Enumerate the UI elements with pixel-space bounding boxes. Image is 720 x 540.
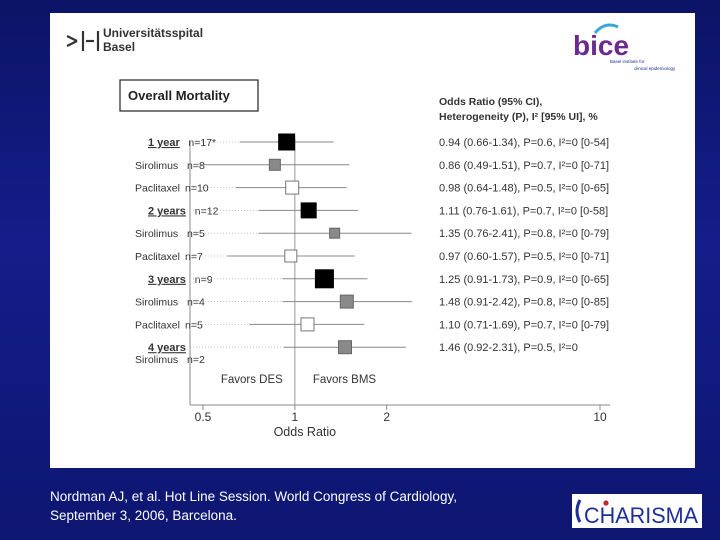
study-count: n=5 [187,228,205,240]
forest-plot: Universitätsspital Basel bice Basel inst… [66,23,676,439]
x-tick-label: 10 [593,410,607,424]
study-count: n=7 [185,251,203,263]
subgroup-label: Paclitaxel [135,183,180,195]
forest-row: Paclitaxel n=5 1.10 (0.71-1.69), P=0.7, I²… [135,317,609,332]
subgroup-label: Paclitaxel [135,251,180,263]
row-stats-text: 0.97 (0.60-1.57), P=0.5, I²=0 [0-71] [439,251,609,263]
row-stats-text: 1.10 (0.71-1.69), P=0.7, I²=0 [0-79] [439,319,609,331]
hospital-logo: Universitätsspital Basel [66,26,203,54]
group-label: 3 years [148,274,186,286]
charisma-wordmark: CHARISMA [584,503,698,528]
rows-layer: 1 year n=17* 0.94 (0.66-1.34), P=0.6, I²=0… [135,133,609,366]
charisma-logo: CHARISMA [572,494,702,528]
bice-swoosh-icon [593,23,619,35]
forest-row: Sirolimus n=8 0.86 (0.49-1.51), P=0.7, I²=… [135,158,609,172]
forest-row: 1 year n=17* 0.94 (0.66-1.34), P=0.6, I²=0… [148,133,609,151]
point-estimate-marker [300,202,317,219]
study-count: n=8 [187,160,205,172]
bice-tagline-2: clinical epidemiology [634,66,676,71]
subgroup-label: Sirolimus [135,297,178,309]
stats-header-line1: Odds Ratio (95% CI), [439,96,542,108]
point-estimate-marker [284,249,298,263]
charisma-dot-icon [603,500,609,506]
row-stats-text: 0.94 (0.66-1.34), P=0.6, I²=0 [0-54] [439,137,609,149]
group-label: 2 years [148,205,186,217]
forest-row: Sirolimus n=5 1.35 (0.76-2.41), P=0.8, I²=… [135,227,609,240]
forest-row: 3 years n=9 1.25 (0.91-1.73), P=0.9, I²=0 … [148,269,609,289]
point-estimate-marker [338,340,353,355]
citation-footer: Nordman AJ, et al. Hot Line Session. Wor… [50,487,560,525]
hospital-name-line2: Basel [103,40,135,54]
bice-wordmark: bice [573,30,629,61]
row-stats-text: 0.86 (0.49-1.51), P=0.7, I²=0 [0-71] [439,160,609,172]
group-label: 4 years [148,342,186,354]
point-estimate-marker [314,269,334,289]
favors-bms-label: Favors BMS [313,374,377,386]
study-count: n=12 [195,205,219,217]
citation-line-2: September 3, 2006, Barcelona. [50,508,237,523]
forest-row: 2 years n=12 1.11 (0.76-1.61), P=0.7, I²=0… [148,202,608,219]
hospital-emblem-icon [66,31,100,51]
point-estimate-marker [278,133,296,151]
hospital-name-line1: Universitätsspital [103,26,203,40]
study-count: n=4 [187,297,205,309]
point-estimate-marker [339,294,354,309]
stats-header-line2: Heterogeneity (P), I² [95% UI], % [439,111,598,123]
x-tick-label: 2 [383,410,390,424]
axis-layer: 0.5 1 2 10 Odds Ratio Favors DES Favors BMS [189,138,610,439]
study-count: n=17* [188,137,216,149]
group-label: 1 year [148,137,181,149]
citation-line-1: Nordman AJ, et al. Hot Line Session. Wor… [50,489,457,504]
bice-tagline-1: Basel institute for [610,59,645,64]
forest-row: Paclitaxel n=7 0.97 (0.60-1.57), P=0.5, I²… [135,249,609,263]
slide-panel: Universitätsspital Basel bice Basel inst… [50,13,695,468]
favors-des-label: Favors DES [221,374,283,386]
row-stats-text: 1.46 (0.92-2.31), P=0.5, I²=0 [439,342,578,354]
study-count: n=9 [195,274,213,286]
study-count: n=2 [187,354,205,366]
point-estimate-marker [300,317,315,332]
row-stats-text: 1.25 (0.91-1.73), P=0.9, I²=0 [0-65] [439,274,609,286]
chart-title: Overall Mortality [128,88,231,103]
bice-logo: bice Basel institute for clinical epidem… [573,23,676,71]
point-estimate-marker [285,180,300,195]
forest-row: Paclitaxel n=10 0.98 (0.64-1.48), P=0.5, I… [135,180,609,195]
point-estimate-marker [329,227,341,239]
subgroup-label: Sirolimus [135,354,178,366]
forest-row: Sirolimus n=4 1.48 (0.91-2.42), P=0.8, I²=… [135,294,609,309]
row-stats-text: 1.48 (0.91-2.42), P=0.8, I²=0 [0-85] [439,297,609,309]
row-stats-text: 0.98 (0.64-1.48), P=0.5, I²=0 [0-65] [439,183,609,195]
study-count: n=5 [185,319,203,331]
row-stats-text: 1.35 (0.76-2.41), P=0.8, I²=0 [0-79] [439,228,609,240]
x-tick-label: 0.5 [195,410,212,424]
x-tick-label: 1 [292,410,299,424]
subgroup-label: Paclitaxel [135,319,180,331]
study-count: n=10 [185,183,209,195]
subgroup-label: Sirolimus [135,228,178,240]
x-axis-title: Odds Ratio [274,425,337,439]
charisma-swoosh-icon [575,499,582,523]
row-stats-text: 1.11 (0.76-1.61), P=0.7, I²=0 [0-58] [439,205,608,217]
title-box [119,79,259,112]
point-estimate-marker [268,158,281,171]
subgroup-label: Sirolimus [135,160,178,172]
